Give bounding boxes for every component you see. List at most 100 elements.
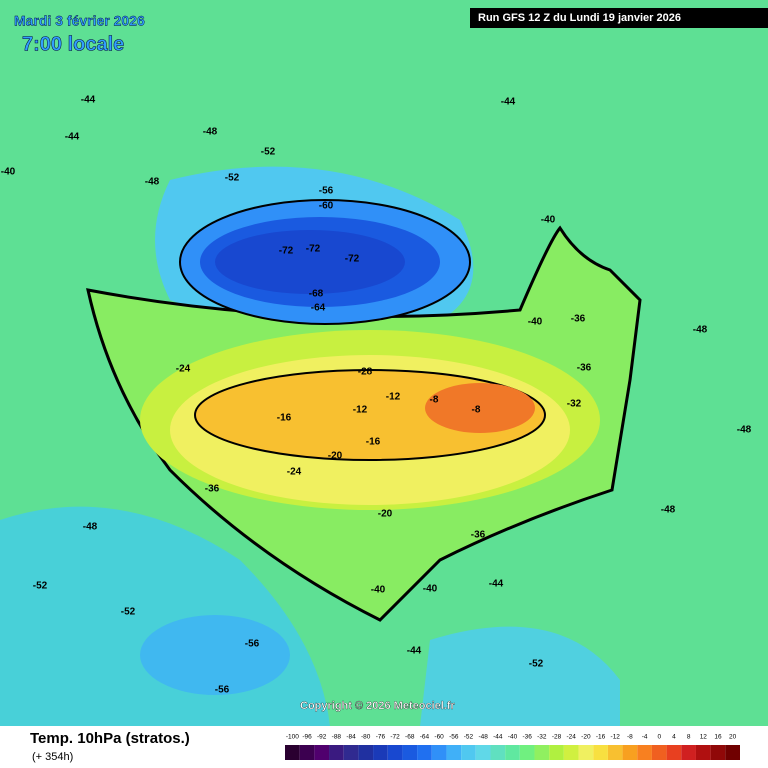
contour-label: -28: [358, 367, 373, 378]
scale-cell: [622, 745, 638, 760]
contour-label: -72: [279, 246, 294, 257]
scale-label: -100: [286, 734, 299, 741]
scale-label: -96: [302, 734, 312, 741]
scale-label: -32: [537, 734, 547, 741]
scale-cell: [329, 745, 344, 760]
scale-cell: [593, 745, 608, 760]
scale-label: -28: [552, 734, 562, 741]
scale-label: -12: [611, 734, 621, 741]
contour-label: -52: [529, 659, 544, 670]
scale-cell: [358, 745, 374, 760]
contour-label: -36: [571, 314, 586, 325]
contour-label: -64: [311, 303, 326, 314]
scale-cell: [637, 745, 652, 760]
contour-label: -40: [541, 215, 556, 226]
scale-label: 4: [672, 734, 676, 741]
scale-cell: [534, 745, 550, 760]
contour-label: -52: [33, 581, 48, 592]
scale-label: 0: [657, 734, 661, 741]
contour-label: -24: [287, 467, 302, 478]
contour-label: -36: [471, 530, 486, 541]
contour-label: -48: [737, 425, 752, 436]
contour-label: -48: [145, 177, 160, 188]
contour-label: -8: [472, 405, 481, 416]
contour-label: -16: [366, 437, 381, 448]
scale-cell: [505, 745, 520, 760]
scale-cell: [446, 745, 462, 760]
scale-label: -24: [567, 734, 577, 741]
copyright: Copyright © 2026 Meteociel.fr: [300, 700, 456, 712]
scale-label: -80: [361, 734, 371, 741]
contour-label: -24: [176, 364, 191, 375]
scale-cell: [285, 745, 300, 760]
vortex: [215, 230, 405, 294]
contour-label: -36: [205, 484, 220, 495]
scale-label: -52: [464, 734, 474, 741]
contour-label: -44: [81, 95, 96, 106]
scale-cell: [578, 745, 594, 760]
contour-label: -56: [215, 685, 230, 696]
field-title: Temp. 10hPa (stratos.): [30, 730, 190, 747]
contour-label: -48: [693, 325, 708, 336]
scale-cell: [402, 745, 418, 760]
contour-label: -72: [306, 244, 321, 255]
scale-label: -44: [493, 734, 503, 741]
scale-label: -72: [390, 734, 400, 741]
lead-time: (+ 354h): [32, 751, 73, 763]
scale-label: -36: [522, 734, 532, 741]
scale-label: -4: [642, 734, 648, 741]
contour-label: -48: [83, 522, 98, 533]
scale-cell: [299, 745, 315, 760]
scale-cell: [373, 745, 388, 760]
scale-cell: [710, 745, 726, 760]
scale-label: -64: [420, 734, 430, 741]
contour-label: -36: [577, 363, 592, 374]
scale-label: -84: [346, 734, 356, 741]
scale-label: 20: [729, 734, 737, 741]
scale-label: -68: [405, 734, 415, 741]
warm-core: [425, 383, 535, 433]
contour-label: -48: [203, 127, 218, 138]
contour-label: -40: [371, 585, 386, 596]
scale-label: -20: [581, 734, 591, 741]
contour-label: -72: [345, 254, 360, 265]
contour-label: -60: [319, 201, 334, 212]
contour-label: -48: [661, 505, 676, 516]
scale-cell: [314, 745, 330, 760]
contour-label: -20: [378, 509, 393, 520]
contour-label: -12: [386, 392, 401, 403]
contour-label: -52: [225, 173, 240, 184]
contour-label: -68: [309, 289, 324, 300]
scale-label: 8: [687, 734, 691, 741]
contour-label: -44: [407, 646, 422, 657]
scale-cell: [607, 745, 623, 760]
scale-label: -56: [449, 734, 459, 741]
time-text: 7:00 locale: [22, 33, 124, 55]
cold-region: [420, 626, 620, 726]
run-banner: [470, 8, 768, 28]
scale-cell: [490, 745, 506, 760]
contour-label: -52: [121, 607, 136, 618]
scale-cell: [343, 745, 359, 760]
contour-label: -44: [489, 579, 504, 590]
contour-label: -32: [567, 399, 582, 410]
scale-cell: [563, 745, 579, 760]
scale-label: -88: [332, 734, 342, 741]
contour-label: -16: [277, 413, 292, 424]
contour-label: -12: [353, 405, 368, 416]
scale-label: 12: [700, 734, 708, 741]
scale-label: -60: [434, 734, 444, 741]
scale-cell: [519, 745, 535, 760]
date-text: Mardi 3 février 2026: [14, 13, 145, 29]
contour-label: -40: [423, 584, 438, 595]
scale-cell: [417, 745, 432, 760]
contour-label: -8: [430, 395, 439, 406]
scale-label: -8: [627, 734, 633, 741]
contour-label: -20: [328, 451, 343, 462]
contour-label: -56: [319, 186, 334, 197]
scale-label: -92: [317, 734, 327, 741]
scale-cell: [475, 745, 491, 760]
scale-label: -76: [376, 734, 386, 741]
